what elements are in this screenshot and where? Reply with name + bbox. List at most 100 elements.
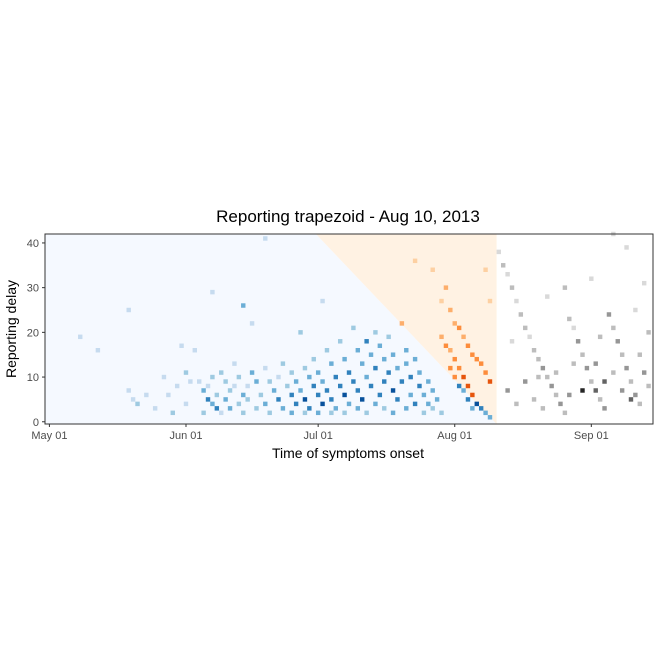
heatmap-cell-observed [232,361,237,366]
heatmap-cell-observed [417,370,422,375]
heatmap-cell-observed [342,392,347,398]
heatmap-cell-observed [408,392,413,398]
heatmap-cell-observed [315,410,321,416]
heatmap-cell-observed [360,397,365,402]
heatmap-cell-observed [386,334,391,340]
heatmap-cell-observed [390,352,396,357]
heatmap-cell-observed [404,406,409,411]
heatmap-cell-observed [320,298,325,304]
heatmap-cell-observed [324,348,330,353]
heatmap-cell-observed [227,388,233,393]
heatmap-cell-pending [452,321,457,326]
heatmap-cell-future [567,316,572,322]
chart-title: Reporting trapezoid - Aug 10, 2013 [216,207,480,226]
heatmap-cell-observed [95,348,101,353]
heatmap-cell-observed [241,392,246,398]
heatmap-cell-observed [183,401,189,407]
heatmap-cell-observed [135,401,140,407]
heatmap-cell-future [540,406,546,411]
heatmap-cell-future [562,410,568,416]
heatmap-cell-observed [311,356,316,362]
heatmap-cell-future [628,397,634,402]
heatmap-cell-future [611,325,616,331]
heatmap-cell-observed [298,330,303,335]
heatmap-cell-observed [320,401,325,407]
heatmap-cell-observed [276,374,281,380]
heatmap-cell-observed [329,397,334,402]
heatmap-cell-observed [399,379,405,384]
heatmap-cell-observed [404,361,409,366]
heatmap-cell-future [571,325,576,331]
heatmap-cell-observed [404,348,409,353]
heatmap-cell-pending [452,374,457,380]
heatmap-cell-pending [448,348,453,353]
heatmap-cell-observed [263,365,268,371]
heatmap-cell-observed [289,410,294,416]
heatmap-cell-future [540,365,546,371]
heatmap-cell-future [580,388,585,393]
heatmap-cell-observed [417,383,422,389]
heatmap-cell-observed [293,401,299,407]
heatmap-cell-future [611,370,616,375]
heatmap-cell-pending [448,365,453,371]
heatmap-cell-observed [377,392,383,398]
heatmap-cell-observed [254,379,259,384]
heatmap-cell-future [593,388,598,393]
heatmap-cell-future [562,285,568,290]
region-not-yet-observed [315,234,497,424]
heatmap-cell-observed [329,361,334,366]
y-tick-label: 30 [27,283,39,295]
heatmap-cell-observed [364,410,369,416]
heatmap-cell-observed [192,348,197,353]
heatmap-cell-future [553,392,559,398]
y-tick-label: 20 [27,327,39,339]
heatmap-cell-observed [161,374,167,380]
heatmap-cell-pending [483,370,488,375]
heatmap-cell-observed [368,352,374,357]
heatmap-cell-pending [470,392,475,398]
heatmap-cell-future [531,348,537,353]
heatmap-cell-pending [439,334,444,340]
heatmap-cell-pending [456,365,462,371]
heatmap-cell-observed [210,374,215,380]
heatmap-cell-pending [452,356,457,362]
heatmap-cell-observed [373,401,378,407]
heatmap-cell-observed [333,374,338,380]
heatmap-cell-observed [201,410,206,416]
heatmap-cell-future [646,383,651,389]
heatmap-cell-future [549,383,554,389]
heatmap-cell-observed [183,370,189,375]
heatmap-cell-observed [289,392,294,398]
heatmap-cell-observed [236,374,242,380]
heatmap-cell-future [558,401,563,407]
y-tick-label: 10 [27,372,39,384]
heatmap-cell-observed [426,379,431,384]
heatmap-cell-observed [439,410,444,416]
heatmap-cell-future [567,392,572,398]
heatmap-cell-future [523,379,528,384]
heatmap-cell-observed [346,370,352,375]
heatmap-cell-observed [395,397,400,402]
heatmap-cell-pending [465,383,471,389]
heatmap-cell-pending [448,307,453,313]
heatmap-cell-future [584,365,590,371]
heatmap-cell-future [597,397,603,402]
heatmap-cell-observed [337,383,343,389]
heatmap-cell-observed [461,388,466,393]
heatmap-cell-observed [412,356,418,362]
trapezoid-regions [45,234,653,424]
heatmap-cell-observed [307,406,312,411]
x-tick-label: May 01 [31,430,67,442]
heatmap-cell-future [646,330,651,335]
heatmap-cell-observed [324,388,330,393]
heatmap-cell-observed [390,410,396,416]
heatmap-cell-observed [373,365,378,371]
heatmap-cell-observed [333,406,338,411]
heatmap-cell-observed [430,388,435,393]
heatmap-cell-observed [408,374,413,380]
heatmap-cell-observed [373,330,378,335]
heatmap-cell-future [624,365,629,371]
heatmap-cell-observed [315,392,321,398]
heatmap-cell-observed [249,370,255,375]
